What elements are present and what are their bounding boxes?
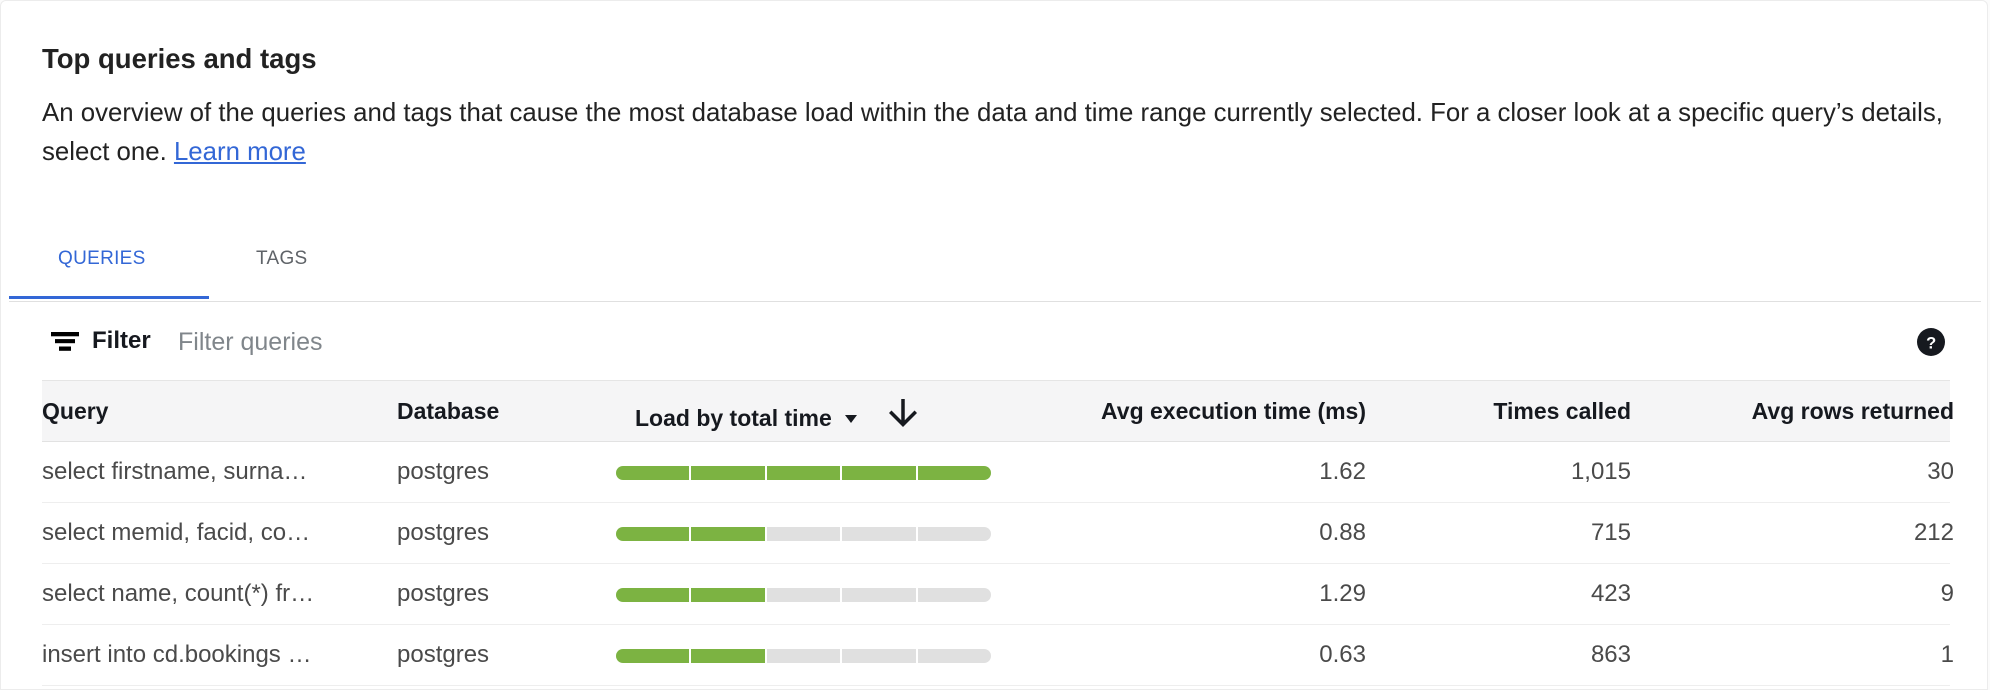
svg-text:?: ? [1926, 334, 1936, 352]
